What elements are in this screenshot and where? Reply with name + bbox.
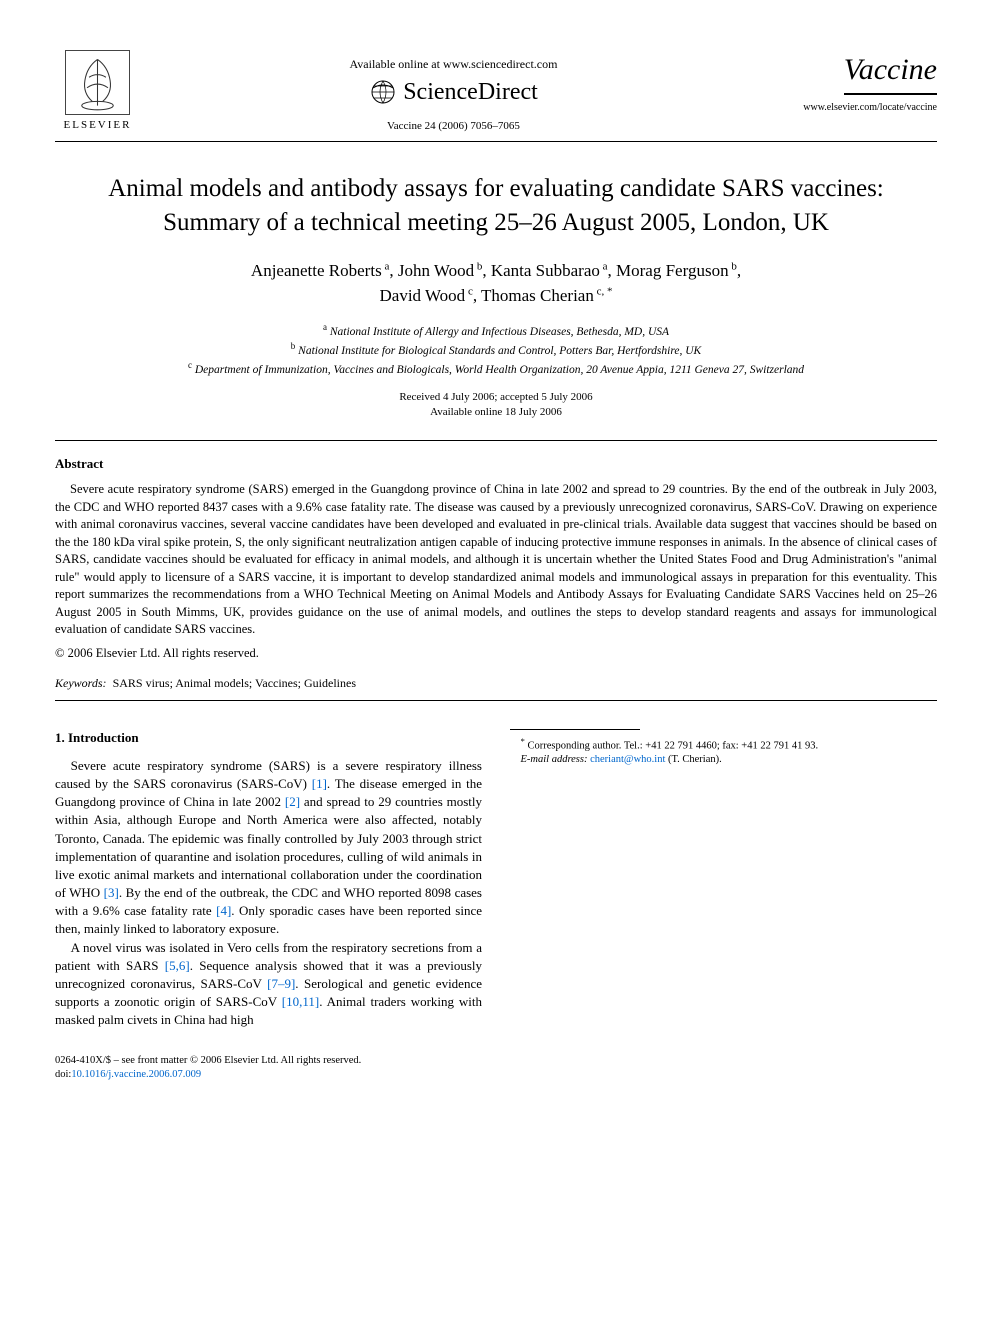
ref-4[interactable]: [4]: [216, 903, 231, 918]
available-online-date: Available online 18 July 2006: [55, 405, 937, 420]
abstract-heading: Abstract: [55, 455, 937, 473]
available-online-text: Available online at www.sciencedirect.co…: [140, 56, 767, 72]
ref-10-11[interactable]: [10,11]: [282, 994, 319, 1009]
affiliation-a-text: National Institute of Allergy and Infect…: [330, 326, 669, 338]
email-footnote: E-mail address: cheriant@who.int (T. Che…: [510, 753, 937, 767]
intro-para-2: A novel virus was isolated in Vero cells…: [55, 939, 482, 1030]
ref-7-9[interactable]: [7–9]: [267, 976, 295, 991]
doi-link[interactable]: 10.1016/j.vaccine.2006.07.009: [71, 1069, 201, 1080]
affiliation-a: a National Institute of Allergy and Infe…: [55, 321, 937, 340]
affiliation-c-text: Department of Immunization, Vaccines and…: [195, 364, 804, 376]
footnote-rule: [510, 729, 640, 730]
received-accepted: Received 4 July 2006; accepted 5 July 20…: [55, 390, 937, 405]
keywords-line: Keywords: SARS virus; Animal models; Vac…: [55, 675, 937, 691]
journal-url: www.elsevier.com/locate/vaccine: [767, 101, 937, 115]
journal-logo-block: Vaccine www.elsevier.com/locate/vaccine: [767, 50, 937, 114]
section-1-heading: 1. Introduction: [55, 729, 482, 747]
elsevier-logo: ELSEVIER: [55, 50, 140, 133]
header-rule: [55, 141, 937, 142]
elsevier-text: ELSEVIER: [55, 118, 140, 133]
footnote-star: *: [521, 736, 525, 746]
sciencedirect-logo: ScienceDirect: [140, 76, 767, 108]
journal-header: ELSEVIER Available online at www.science…: [55, 50, 937, 133]
doi-line: doi:10.1016/j.vaccine.2006.07.009: [55, 1068, 937, 1082]
email-label: E-mail address:: [521, 754, 588, 765]
sciencedirect-text: ScienceDirect: [403, 76, 538, 108]
abstract-copyright: © 2006 Elsevier Ltd. All rights reserved…: [55, 645, 937, 662]
abstract-top-rule: [55, 440, 937, 441]
sciencedirect-icon: [369, 78, 397, 106]
corresponding-email[interactable]: cheriant@who.int: [590, 754, 665, 765]
ref-2[interactable]: [2]: [285, 794, 300, 809]
corresponding-footnote: * Corresponding author. Tel.: +41 22 791…: [510, 736, 937, 754]
authors-list: Anjeanette Roberts a, John Wood b, Kanta…: [55, 258, 937, 309]
abstract-body: Severe acute respiratory syndrome (SARS)…: [55, 481, 937, 639]
affiliations: a National Institute of Allergy and Infe…: [55, 321, 937, 378]
issn-line: 0264-410X/$ – see front matter © 2006 El…: [55, 1054, 937, 1068]
abstract-bottom-rule: [55, 700, 937, 701]
article-dates: Received 4 July 2006; accepted 5 July 20…: [55, 390, 937, 421]
ref-5-6[interactable]: [5,6]: [165, 958, 190, 973]
footnote-corr-text: Corresponding author. Tel.: +41 22 791 4…: [528, 740, 819, 751]
affiliation-c: c Department of Immunization, Vaccines a…: [55, 359, 937, 378]
center-header: Available online at www.sciencedirect.co…: [140, 50, 767, 133]
email-suffix: (T. Cherian).: [668, 754, 722, 765]
body-columns: 1. Introduction Severe acute respiratory…: [55, 729, 937, 1030]
page-footer: 0264-410X/$ – see front matter © 2006 El…: [55, 1054, 937, 1082]
intro-para-1: Severe acute respiratory syndrome (SARS)…: [55, 757, 482, 939]
elsevier-tree-icon: [65, 50, 130, 115]
article-title: Animal models and antibody assays for ev…: [55, 172, 937, 240]
journal-name: Vaccine: [844, 50, 937, 95]
doi-label: doi:: [55, 1069, 71, 1080]
ref-1[interactable]: [1]: [312, 776, 327, 791]
keywords-label: Keywords:: [55, 676, 107, 690]
citation-text: Vaccine 24 (2006) 7056–7065: [140, 119, 767, 134]
ref-3[interactable]: [3]: [104, 885, 119, 900]
keywords-text: SARS virus; Animal models; Vaccines; Gui…: [113, 676, 356, 690]
affiliation-b-text: National Institute for Biological Standa…: [298, 345, 701, 357]
affiliation-b: b National Institute for Biological Stan…: [55, 340, 937, 359]
